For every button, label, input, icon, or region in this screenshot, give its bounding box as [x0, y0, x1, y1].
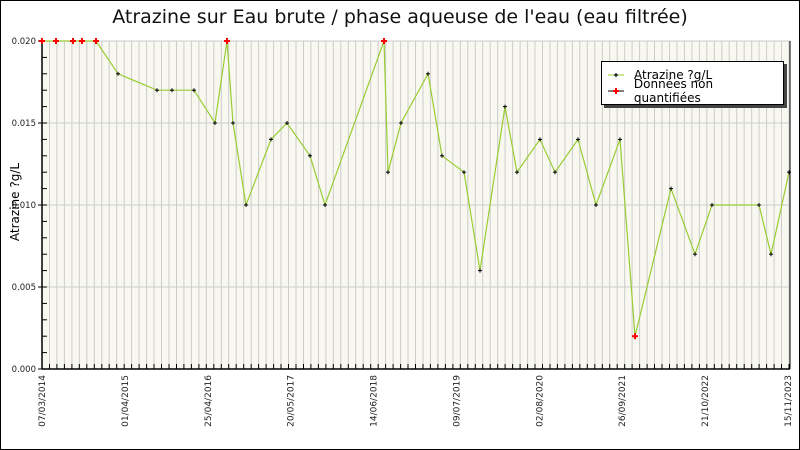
x-tick-label: 20/05/2017 [287, 375, 297, 427]
y-tick-label: 0.000 [12, 365, 36, 375]
red-marker-icon [608, 88, 624, 94]
non-quantified-marker [381, 38, 387, 44]
x-tick-label: 21/10/2022 [701, 375, 711, 427]
data-point-marker [244, 203, 248, 207]
data-point-marker [440, 153, 444, 158]
data-point-marker [594, 203, 598, 207]
legend-label-non-quantified: Données non quantifiées [633, 77, 714, 105]
x-tick-label: 09/07/2019 [452, 375, 462, 427]
x-tick-label: 15/11/2023 [784, 375, 794, 427]
data-point-marker [155, 88, 159, 93]
non-quantified-marker [70, 38, 76, 44]
data-point-marker [693, 252, 697, 257]
data-point-marker [231, 121, 235, 125]
non-quantified-marker [53, 38, 59, 44]
x-tick-label: 01/04/2015 [121, 375, 131, 427]
legend: Atrazine ?g/L Données non quantifiées [601, 61, 784, 105]
y-tick-label: 0.015 [12, 119, 36, 129]
data-point-marker [426, 71, 430, 76]
y-tick-label: 0.010 [12, 201, 36, 211]
x-tick-label: 02/08/2020 [535, 375, 545, 427]
data-point-marker [478, 268, 482, 273]
data-point-marker [503, 104, 507, 109]
data-point-marker [399, 121, 403, 125]
data-point-marker [386, 170, 390, 175]
line-marker-icon [608, 73, 624, 77]
data-point-marker [538, 137, 542, 142]
data-point-marker [576, 137, 580, 142]
y-tick-label: 0.020 [12, 37, 36, 47]
data-point-marker [323, 203, 327, 207]
non-quantified-marker [79, 38, 85, 44]
data-point-marker [462, 170, 466, 175]
data-point-marker [515, 170, 519, 175]
data-point-marker [170, 88, 174, 93]
data-point-marker [192, 88, 196, 93]
x-tick-label: 14/06/2018 [370, 375, 380, 427]
data-point-marker [308, 153, 312, 158]
legend-item-non-quantified: Données non quantifiées [608, 77, 783, 105]
x-tick-label: 25/04/2016 [204, 375, 214, 427]
non-quantified-marker [224, 38, 230, 44]
non-quantified-marker [93, 38, 99, 44]
data-point-marker [769, 252, 773, 257]
y-axis-label: Atrazine ?g/L [8, 162, 22, 242]
data-point-marker [269, 137, 273, 142]
chart-title: Atrazine sur Eau brute / phase aqueuse d… [112, 6, 688, 28]
legend-label-atrazine: Atrazine ?g/L [634, 68, 713, 82]
legend-item-atrazine: Atrazine ?g/L [608, 67, 712, 83]
data-point-marker [618, 137, 622, 142]
non-quantified-marker [632, 333, 638, 340]
data-point-marker [710, 203, 714, 207]
data-point-marker [116, 71, 120, 76]
data-point-marker [285, 121, 289, 125]
x-tick-label: 07/03/2014 [38, 375, 48, 427]
data-point-marker [757, 203, 761, 207]
data-point-marker [669, 186, 673, 191]
data-point-marker [787, 170, 791, 175]
y-tick-label: 0.005 [12, 283, 36, 293]
x-tick-label: 26/09/2021 [618, 375, 628, 427]
data-point-marker [213, 121, 217, 125]
data-line [42, 40, 790, 337]
data-point-marker [553, 170, 557, 175]
non-quantified-marker [39, 38, 45, 44]
